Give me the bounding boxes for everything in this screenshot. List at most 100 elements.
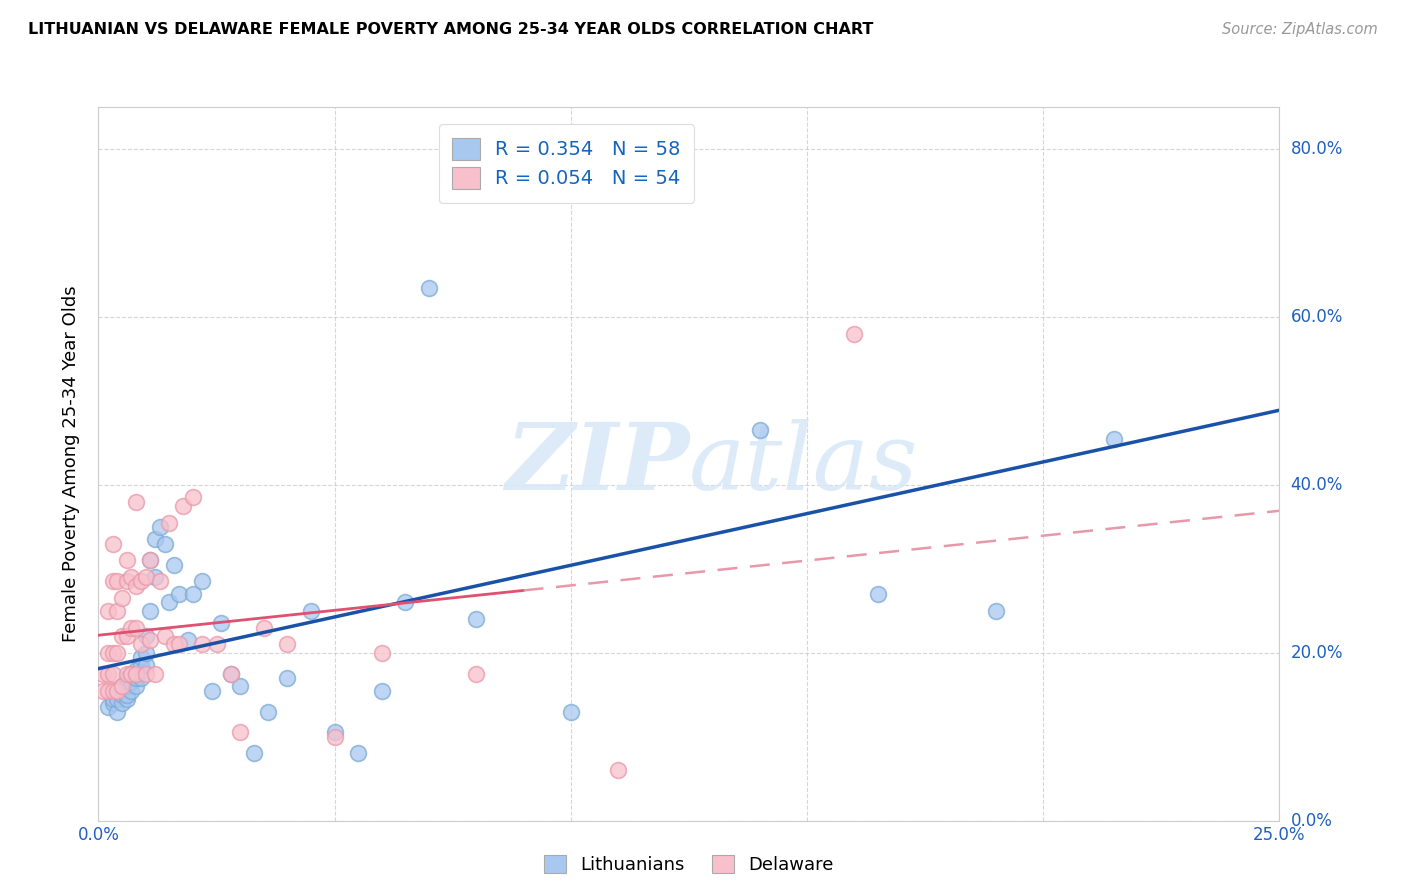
Point: [101, 696, 124, 710]
Point: [97, 683, 120, 698]
Point: [125, 621, 148, 635]
Point: [111, 683, 134, 698]
Point: [101, 646, 124, 660]
Point: [654, 179, 676, 194]
Point: [111, 591, 134, 606]
Point: [125, 679, 148, 693]
Point: [129, 649, 152, 664]
Point: [181, 491, 204, 505]
Point: [191, 637, 214, 651]
Point: [101, 536, 124, 550]
Point: [465, 612, 488, 626]
Point: [135, 646, 157, 660]
Point: [418, 280, 440, 294]
Text: 40.0%: 40.0%: [1291, 475, 1343, 494]
Point: [139, 633, 162, 648]
Text: atlas: atlas: [689, 419, 918, 508]
Point: [243, 747, 266, 761]
Point: [125, 671, 148, 685]
Y-axis label: Female Poverty Among 25-34 Year Olds: Female Poverty Among 25-34 Year Olds: [62, 285, 80, 642]
Point: [607, 764, 630, 778]
Point: [139, 553, 162, 567]
Point: [121, 675, 143, 690]
Point: [157, 516, 180, 530]
Point: [105, 683, 128, 698]
Text: ZIP: ZIP: [505, 419, 689, 508]
Point: [371, 683, 394, 698]
Text: Source: ZipAtlas.com: Source: ZipAtlas.com: [1222, 22, 1378, 37]
Point: [276, 671, 298, 685]
Point: [121, 621, 143, 635]
Point: [167, 637, 190, 651]
Point: [125, 666, 148, 681]
Point: [866, 587, 889, 601]
Point: [101, 666, 124, 681]
Point: [257, 705, 280, 719]
Point: [125, 494, 148, 508]
Legend: Lithuanians, Delaware: Lithuanians, Delaware: [536, 846, 842, 883]
Point: [105, 604, 128, 618]
Point: [149, 520, 172, 534]
Point: [111, 688, 134, 702]
Point: [347, 747, 370, 761]
Point: [115, 692, 138, 706]
Point: [371, 646, 394, 660]
Point: [139, 604, 162, 618]
Point: [139, 553, 162, 567]
Point: [115, 679, 138, 693]
Point: [111, 679, 134, 693]
Point: [115, 671, 138, 685]
Point: [323, 725, 346, 739]
Point: [219, 666, 242, 681]
Point: [135, 666, 157, 681]
Point: [191, 574, 214, 589]
Point: [181, 587, 204, 601]
Point: [299, 604, 322, 618]
Point: [253, 621, 276, 635]
Point: [105, 683, 128, 698]
Point: [111, 679, 134, 693]
Point: [157, 595, 180, 609]
Point: [105, 692, 128, 706]
Point: [129, 658, 152, 673]
Point: [115, 629, 138, 643]
Text: 0.0%: 0.0%: [1291, 812, 1333, 830]
Point: [201, 683, 224, 698]
Point: [91, 683, 114, 698]
Point: [121, 666, 143, 681]
Point: [115, 574, 138, 589]
Point: [177, 633, 200, 648]
Point: [97, 646, 120, 660]
Point: [115, 688, 138, 702]
Point: [219, 666, 242, 681]
Point: [105, 705, 128, 719]
Point: [101, 692, 124, 706]
Point: [135, 629, 157, 643]
Point: [101, 683, 124, 698]
Point: [984, 604, 1007, 618]
Point: [111, 696, 134, 710]
Text: 20.0%: 20.0%: [1291, 644, 1343, 662]
Point: [153, 536, 176, 550]
Point: [844, 326, 866, 341]
Point: [115, 666, 138, 681]
Point: [97, 700, 120, 714]
Point: [129, 574, 152, 589]
Point: [323, 730, 346, 744]
Point: [97, 604, 120, 618]
Point: [143, 533, 166, 547]
Point: [143, 666, 166, 681]
Point: [121, 570, 143, 584]
Point: [1102, 432, 1125, 446]
Point: [394, 595, 416, 609]
Point: [91, 666, 114, 681]
Text: 60.0%: 60.0%: [1291, 308, 1343, 326]
Point: [115, 553, 138, 567]
Point: [465, 666, 488, 681]
Text: LITHUANIAN VS DELAWARE FEMALE POVERTY AMONG 25-34 YEAR OLDS CORRELATION CHART: LITHUANIAN VS DELAWARE FEMALE POVERTY AM…: [28, 22, 873, 37]
Point: [560, 705, 582, 719]
Point: [125, 578, 148, 592]
Point: [101, 574, 124, 589]
Point: [229, 725, 252, 739]
Point: [205, 637, 228, 651]
